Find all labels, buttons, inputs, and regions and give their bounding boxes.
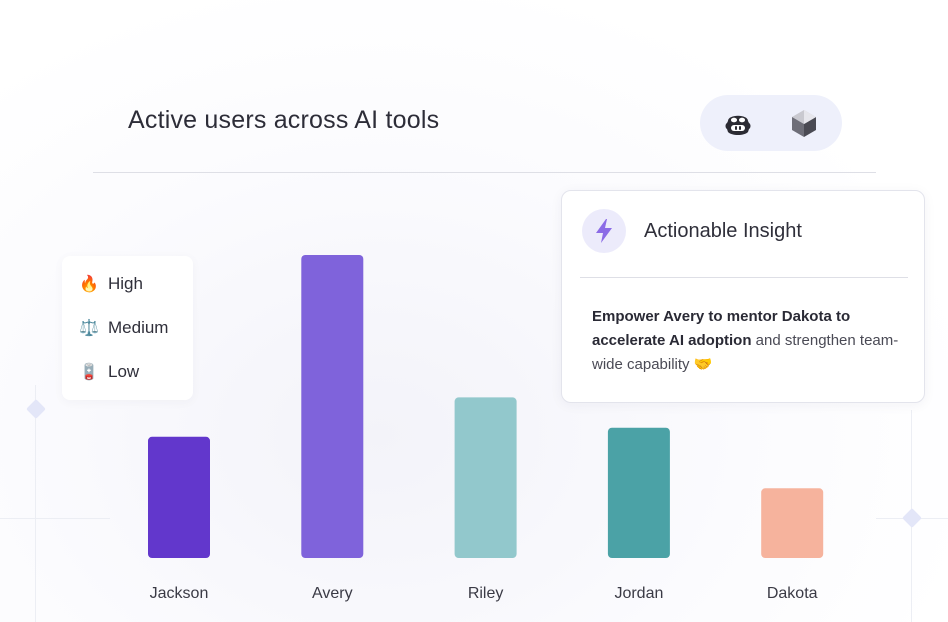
insight-body-strong: Empower Avery to mentor Dakota to accele… <box>592 308 851 349</box>
legend: 🔥 High ⚖️ Medium 🪫 Low <box>62 256 193 400</box>
bar-avery <box>301 255 364 558</box>
ai-tools-pill <box>700 95 842 151</box>
copilot-icon[interactable] <box>722 107 754 139</box>
bar-dakota <box>761 488 824 558</box>
fire-icon: 🔥 <box>79 276 99 293</box>
legend-label-high: High <box>108 274 143 293</box>
insight-body-rest: and strengthen team-wide capability <box>592 332 899 373</box>
legend-item-high: 🔥 High <box>78 271 143 297</box>
decor-line-left-vertical <box>35 385 36 622</box>
handshake-icon: 🤝 <box>693 356 713 373</box>
insight-card: Actionable Insight Empower Avery to ment… <box>561 190 925 403</box>
legend-label-low: Low <box>108 362 140 381</box>
legend-item-low: 🪫 Low <box>78 359 139 385</box>
lightning-icon <box>596 219 612 243</box>
x-tick-label-jordan: Jordan <box>614 585 663 602</box>
legend-item-medium: ⚖️ Medium <box>78 315 168 341</box>
cube-tool-icon[interactable] <box>788 107 820 139</box>
bar-jackson <box>148 436 210 558</box>
insight-body: Empower Avery to mentor Dakota to accele… <box>592 305 902 377</box>
bar-riley <box>454 397 517 558</box>
x-tick-label-dakota: Dakota <box>767 585 818 602</box>
insight-badge <box>582 209 626 253</box>
insight-title: Actionable Insight <box>644 220 802 242</box>
decor-line-left-horizontal <box>0 518 110 519</box>
x-tick-label-riley: Riley <box>468 585 504 602</box>
x-tick-label-avery: Avery <box>312 585 353 602</box>
legend-label-medium: Medium <box>108 318 169 337</box>
scale-icon: ⚖️ <box>79 320 99 337</box>
x-tick-label-jackson: Jackson <box>150 585 209 602</box>
page-title: Active users across AI tools <box>128 106 440 134</box>
header-divider <box>93 172 876 173</box>
insight-divider <box>580 277 908 278</box>
bar-jordan <box>607 427 670 558</box>
low-battery-icon: 🪫 <box>79 364 99 381</box>
